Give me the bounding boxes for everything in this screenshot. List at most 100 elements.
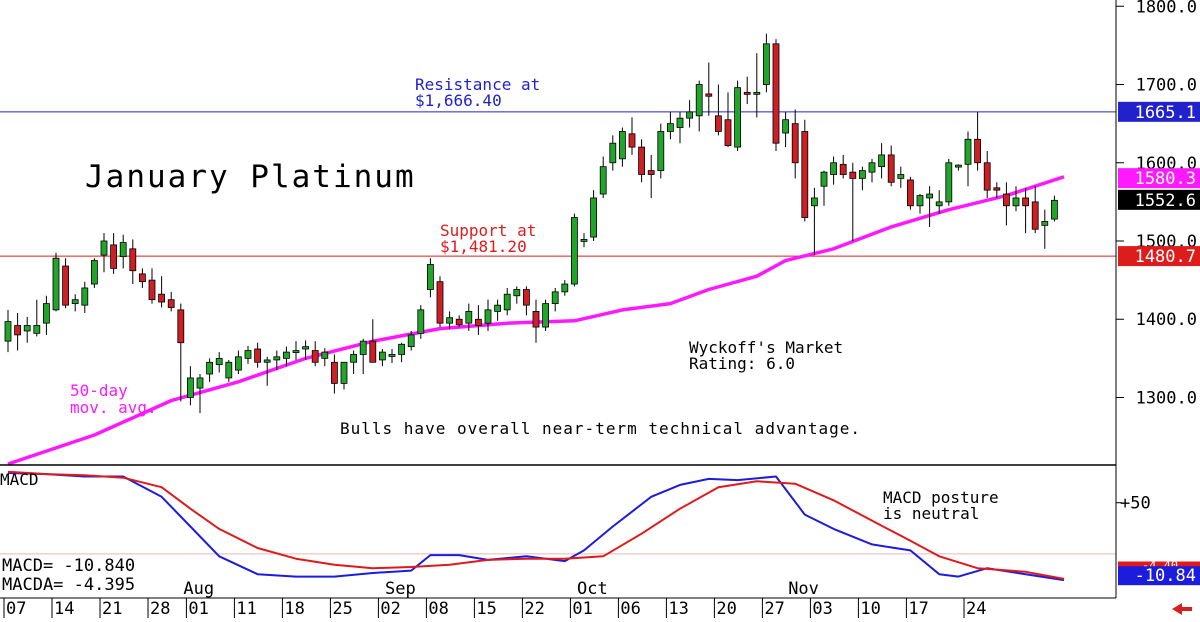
candle (254, 342, 262, 368)
candle (4, 309, 12, 353)
candle (974, 111, 981, 171)
candle (263, 356, 271, 386)
candle-body (244, 350, 252, 359)
candle-body (974, 138, 981, 164)
support-tag-text: 1480.7 (1135, 247, 1196, 267)
candle-body (859, 170, 866, 179)
candle (244, 345, 252, 364)
candle (935, 190, 943, 214)
candle (993, 182, 1001, 198)
annotations: January Platinum Resistance at$1,666.40 Su… (0, 75, 999, 523)
month-label: Aug (183, 579, 214, 599)
candle (887, 145, 895, 187)
macd-readout: MACD= -10.840 (0, 556, 138, 576)
candle (52, 252, 60, 312)
chart-title: January Platinum (85, 159, 416, 195)
candle-body (71, 299, 79, 304)
candle (503, 287, 511, 316)
candle-body (849, 171, 857, 179)
moving-average-layer (7, 175, 1065, 466)
candle (129, 239, 137, 285)
candle-body (4, 321, 12, 342)
candle-body (993, 187, 1001, 191)
candle-body (724, 119, 732, 146)
date-axis-label: 15 (476, 599, 496, 619)
candle-body (1012, 197, 1020, 207)
macd-value-tag-text: -10.84 (1135, 566, 1196, 586)
candle-body (484, 309, 492, 324)
candle (273, 350, 281, 371)
candle (849, 162, 857, 241)
candle (724, 92, 732, 148)
candle (1031, 186, 1039, 234)
candle (763, 33, 770, 93)
month-label: Sep (385, 579, 416, 599)
candle-body (100, 240, 108, 256)
resistance-label: Resistance at (415, 75, 540, 94)
candle (859, 166, 866, 191)
candle (705, 62, 713, 116)
price-axis-label: 1400.0 (1136, 310, 1197, 330)
candle-body (686, 111, 693, 119)
candle (830, 156, 837, 185)
candle (791, 109, 799, 179)
candle-body (465, 311, 473, 324)
candle (513, 286, 521, 304)
candle-body (81, 287, 89, 306)
resistance-tag (1118, 101, 1200, 122)
candle (292, 341, 300, 360)
candle (945, 158, 953, 206)
candle (1012, 186, 1020, 212)
candle-body (311, 350, 319, 363)
candle (484, 299, 492, 331)
candle (138, 268, 146, 288)
candle (378, 348, 386, 367)
candle (1041, 209, 1049, 249)
candle-body (446, 317, 454, 324)
candle (14, 312, 22, 351)
candle-body (340, 361, 348, 384)
candle-body (263, 359, 271, 363)
date-axis-label: 27 (764, 599, 784, 619)
price-axis-label: 1300.0 (1136, 388, 1197, 408)
candle-body (868, 162, 876, 173)
candle-body (619, 131, 626, 160)
month-label: Oct (577, 579, 608, 599)
candle-body (474, 318, 482, 326)
macd-value-tag (1118, 566, 1200, 586)
candle (71, 294, 79, 312)
candle (523, 286, 530, 316)
candle-body (983, 162, 991, 191)
moving-average-line (7, 175, 1065, 466)
candle (148, 268, 156, 304)
market-rating: Rating: 6.0 (689, 354, 795, 373)
commentary: Bulls have overall near-term technical a… (340, 419, 861, 438)
candle (667, 111, 674, 140)
candle (215, 352, 223, 373)
ma-value-tag-text: 1580.3 (1135, 169, 1196, 189)
candle (551, 287, 559, 312)
candle-body (417, 309, 425, 334)
candle-body (647, 170, 655, 175)
candle-body (916, 195, 924, 207)
candle-body (609, 142, 617, 164)
candle-body (330, 361, 338, 384)
date-axis-label: 08 (428, 599, 448, 619)
candle-body (964, 138, 972, 165)
candle (455, 315, 463, 328)
candle-body (638, 146, 645, 175)
candle-body (43, 303, 50, 324)
candle-body (1022, 197, 1029, 207)
candle (686, 100, 693, 128)
reference-lines (0, 111, 1116, 257)
candle-body (503, 293, 511, 311)
candle (561, 280, 569, 296)
candle (571, 213, 578, 287)
candle (734, 80, 741, 152)
candle (465, 303, 473, 331)
candle (43, 295, 50, 335)
candle (302, 340, 310, 360)
candle (225, 359, 233, 382)
candle (820, 170, 828, 206)
